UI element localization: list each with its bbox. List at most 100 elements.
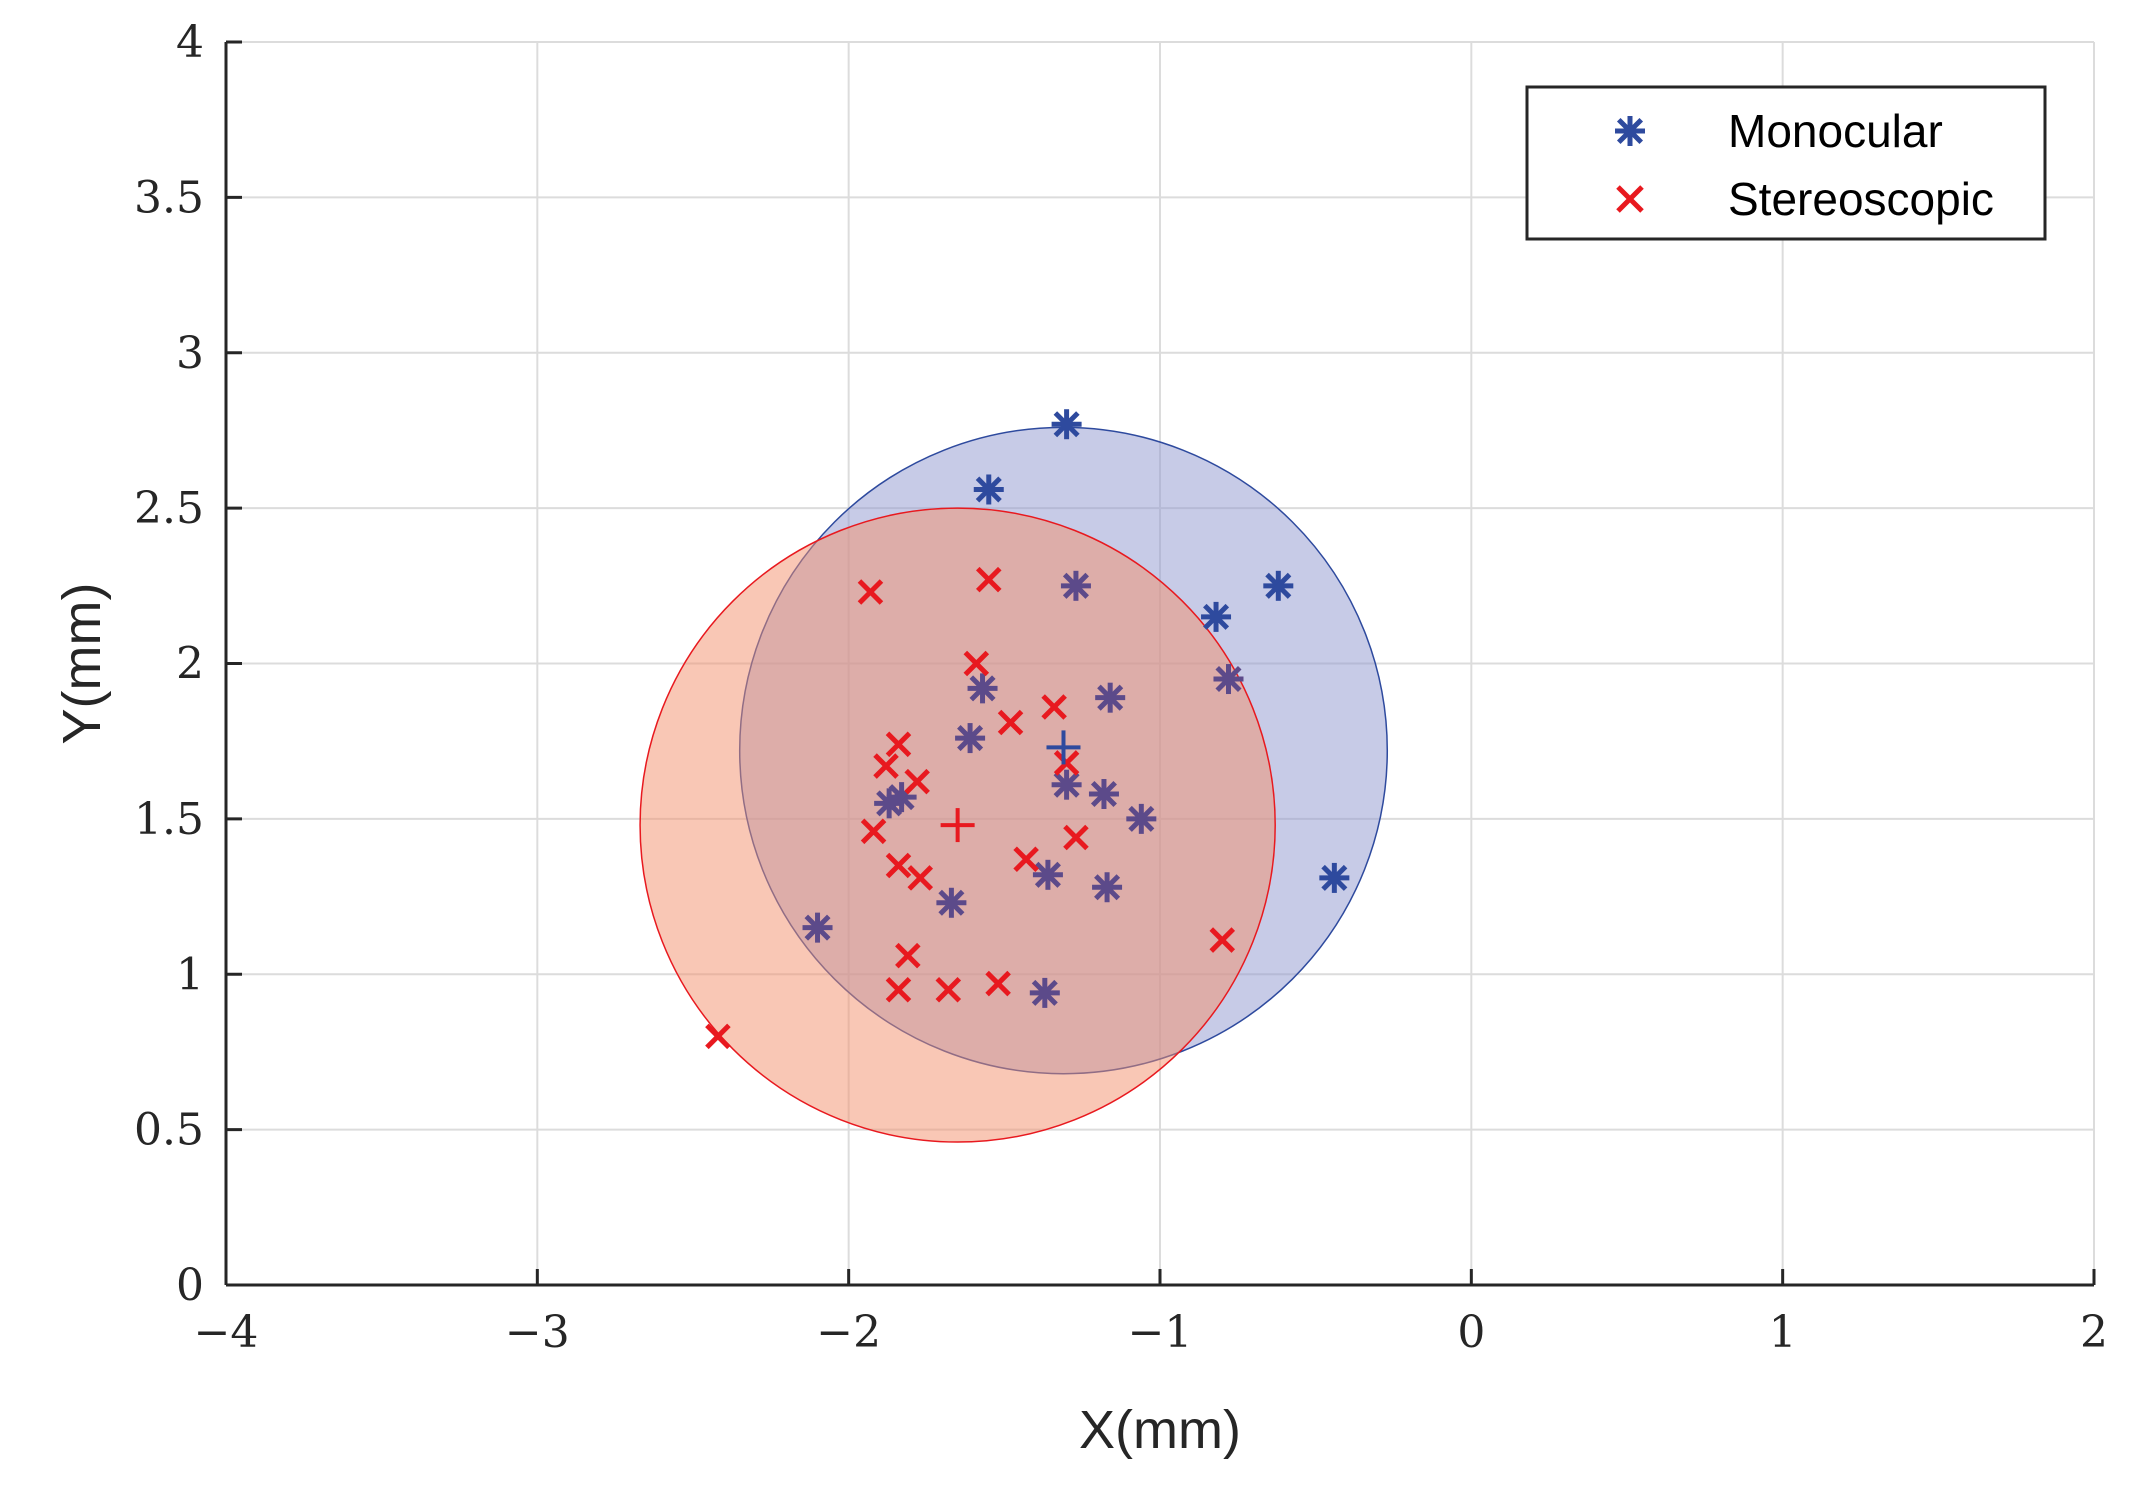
stereoscopic-point bbox=[985, 970, 1011, 997]
x-stroke bbox=[885, 977, 912, 1003]
x-stroke bbox=[895, 942, 921, 969]
stereoscopic-point bbox=[1041, 694, 1067, 720]
asterisk-stroke bbox=[1094, 874, 1121, 901]
x-stroke bbox=[1616, 185, 1644, 213]
y-tick-label: 3 bbox=[176, 328, 204, 379]
x-tick-label: 2 bbox=[2080, 1307, 2108, 1358]
y-tick-label: 4 bbox=[176, 17, 204, 68]
x-stroke bbox=[997, 709, 1024, 736]
stereoscopic-point bbox=[885, 977, 912, 1003]
asterisk-stroke bbox=[1053, 771, 1080, 798]
monocular-point bbox=[936, 887, 967, 918]
asterisk-stroke bbox=[1215, 666, 1242, 693]
y-tick-label: 1 bbox=[176, 949, 204, 1000]
y-tick-label: 0.5 bbox=[134, 1105, 204, 1156]
asterisk-stroke bbox=[975, 476, 1002, 503]
x-stroke bbox=[963, 650, 990, 677]
x-tick-label: −1 bbox=[1128, 1307, 1193, 1358]
y-tick-label: 2 bbox=[176, 639, 204, 690]
stereoscopic-point bbox=[997, 709, 1024, 736]
asterisk-stroke bbox=[1034, 861, 1061, 888]
monocular-point bbox=[1051, 409, 1082, 440]
y-axis-title: Y(mm) bbox=[52, 583, 112, 745]
stereoscopic-point bbox=[975, 566, 1002, 593]
stereoscopic-point bbox=[857, 579, 884, 605]
x-tick-label: −4 bbox=[194, 1307, 259, 1358]
stereoscopic-point bbox=[1013, 846, 1039, 873]
monocular-point bbox=[874, 788, 905, 819]
stereoscopic-point bbox=[1053, 750, 1080, 776]
stereoscopic-point bbox=[885, 852, 912, 879]
monocular-mean-marker bbox=[1046, 730, 1081, 765]
monocular-point bbox=[1032, 859, 1063, 890]
x-stroke bbox=[885, 731, 912, 758]
x-stroke bbox=[705, 1023, 731, 1050]
monocular-point bbox=[955, 723, 986, 754]
asterisk-stroke bbox=[1203, 603, 1230, 630]
y-tick-label: 2.5 bbox=[134, 483, 204, 534]
x-stroke bbox=[885, 852, 912, 879]
monocular-point bbox=[1088, 779, 1119, 810]
asterisk-stroke bbox=[957, 725, 984, 752]
stereoscopic-point bbox=[885, 731, 912, 758]
asterisk-stroke bbox=[1097, 684, 1124, 711]
x-stroke bbox=[857, 579, 884, 605]
asterisk-stroke bbox=[1321, 864, 1348, 891]
x-tick-label: −3 bbox=[505, 1307, 570, 1358]
asterisk-stroke bbox=[804, 914, 831, 941]
monocular-point bbox=[1201, 601, 1232, 632]
stereoscopic-point bbox=[1063, 824, 1089, 851]
x-stroke bbox=[1209, 927, 1236, 953]
monocular-point bbox=[802, 912, 833, 943]
asterisk-stroke bbox=[876, 790, 903, 817]
y-tick-label: 0 bbox=[176, 1260, 204, 1311]
x-tick-label: 1 bbox=[1769, 1307, 1797, 1358]
stereoscopic-mean-marker bbox=[940, 808, 975, 843]
x-stroke bbox=[975, 566, 1002, 593]
asterisk-stroke bbox=[1062, 572, 1089, 599]
monocular-point bbox=[1095, 682, 1126, 713]
x-stroke bbox=[907, 865, 934, 891]
x-tick-label: 0 bbox=[1457, 1307, 1485, 1358]
stereoscopic-point bbox=[705, 1023, 731, 1050]
legend-asterisk bbox=[1615, 116, 1645, 146]
x-stroke bbox=[904, 768, 930, 795]
tick-labels: −4 −3 −2 −1 0 1 2 0 0.5 1 1.5 2 2.5 3 3.5 4 bbox=[134, 17, 2108, 1358]
asterisk-stroke bbox=[1031, 979, 1058, 1006]
monocular-point bbox=[1029, 977, 1060, 1008]
stereoscopic-point bbox=[935, 977, 962, 1003]
stereoscopic-point bbox=[860, 818, 887, 845]
mean-markers bbox=[940, 730, 1081, 843]
data-markers bbox=[705, 409, 1350, 1050]
stereoscopic-point bbox=[873, 753, 899, 779]
x-stroke bbox=[860, 818, 887, 845]
x-tick-label: −2 bbox=[816, 1307, 881, 1358]
monocular-point bbox=[1060, 570, 1091, 601]
asterisk-stroke bbox=[1090, 780, 1117, 808]
x-axis-title: X(mm) bbox=[1079, 1400, 1241, 1460]
x-stroke bbox=[1013, 846, 1039, 873]
axes bbox=[224, 40, 2096, 1287]
asterisk-stroke bbox=[938, 889, 965, 916]
asterisk-stroke bbox=[969, 675, 996, 702]
stereoscopic-point bbox=[904, 768, 930, 795]
stereoscopic-point bbox=[895, 942, 921, 969]
legend-stereoscopic-marker bbox=[1616, 185, 1644, 213]
monocular-point bbox=[1051, 769, 1082, 800]
stereoscopic-point bbox=[1209, 927, 1236, 953]
x-stroke bbox=[1041, 694, 1067, 720]
asterisk-stroke bbox=[1265, 572, 1292, 599]
monocular-point bbox=[1263, 570, 1294, 601]
y-tick-label: 3.5 bbox=[134, 172, 204, 223]
monocular-point bbox=[973, 474, 1004, 505]
x-stroke bbox=[1063, 824, 1089, 851]
legend: Monocular Stereoscopic bbox=[1525, 85, 2047, 241]
legend-x bbox=[1616, 185, 1644, 213]
x-stroke bbox=[935, 977, 962, 1003]
monocular-point bbox=[967, 673, 998, 704]
monocular-point bbox=[1213, 664, 1244, 695]
asterisk-stroke bbox=[1053, 411, 1080, 438]
y-tick-label: 1.5 bbox=[134, 794, 204, 845]
legend-stereoscopic-label: Stereoscopic bbox=[1728, 173, 1994, 225]
x-stroke bbox=[985, 970, 1011, 997]
